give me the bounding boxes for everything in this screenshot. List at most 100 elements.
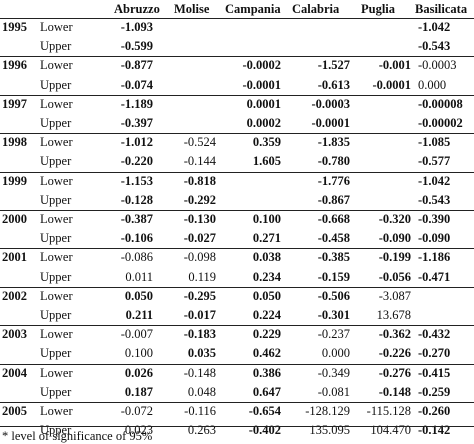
row-divider: [0, 94, 474, 96]
bound-label: Lower: [40, 288, 73, 303]
row-divider: [0, 133, 474, 135]
value-cell: -1.042: [418, 173, 451, 188]
value-cell: -0.458: [317, 231, 350, 246]
bound-label: Lower: [40, 212, 73, 226]
value-cell: -0.116: [184, 404, 216, 418]
value-cell: -0.397: [120, 116, 153, 130]
column-header: Molise: [174, 2, 210, 16]
value-cell: 0.462: [252, 346, 281, 361]
bound-label: Upper: [40, 116, 72, 130]
value-cell: -0.292: [183, 192, 216, 207]
value-cell: 0.224: [252, 308, 281, 322]
value-cell: -0.349: [317, 365, 350, 380]
value-cell: -0.668: [317, 212, 350, 226]
value-cell: 0.050: [252, 288, 281, 303]
value-cell: -1.042: [418, 20, 451, 34]
value-cell: -0.0003: [418, 58, 457, 73]
value-cell: -0.144: [183, 154, 216, 169]
value-cell: -0.017: [183, 308, 216, 322]
value-cell: -0.072: [120, 404, 153, 418]
bound-label: Upper: [40, 384, 72, 399]
bound-label: Lower: [40, 404, 73, 418]
bound-label: Upper: [40, 231, 72, 246]
bound-label: Upper: [40, 346, 72, 361]
value-cell: -0.0002: [242, 58, 281, 73]
value-cell: 0.035: [187, 346, 216, 361]
value-cell: -0.543: [418, 192, 451, 207]
value-cell: -0.362: [378, 327, 411, 342]
value-cell: -1.776: [317, 173, 350, 188]
value-cell: -0.128: [120, 192, 153, 207]
value-cell: -0.877: [120, 58, 153, 73]
value-cell: -0.0001: [372, 77, 411, 92]
value-cell: 0.647: [252, 384, 281, 399]
column-header: Campania: [225, 2, 281, 16]
value-cell: -0.090: [418, 231, 451, 246]
bound-label: Upper: [40, 39, 72, 54]
value-cell: 1.605: [252, 154, 281, 169]
value-cell: -0.106: [120, 231, 153, 246]
value-cell: -0.577: [418, 154, 451, 169]
value-cell: 0.0001: [246, 96, 281, 111]
row-divider: [0, 210, 474, 211]
value-cell: -0.098: [183, 250, 216, 265]
value-cell: -0.320: [378, 212, 411, 226]
value-cell: -0.270: [418, 346, 451, 361]
value-cell: -0.086: [120, 250, 153, 265]
row-divider: [0, 248, 474, 250]
value-cell: 0.050: [124, 288, 153, 303]
value-cell: -0.415: [418, 365, 451, 380]
value-cell: -0.237: [317, 327, 350, 342]
value-cell: 0.048: [187, 384, 216, 399]
value-cell: -0.199: [378, 250, 411, 265]
row-divider: [0, 171, 474, 173]
value-cell: -0.0001: [311, 116, 350, 130]
value-cell: -0.276: [378, 365, 411, 380]
value-cell: -0.090: [378, 231, 411, 246]
value-cell: 13.678: [376, 308, 411, 322]
value-cell: 0.119: [188, 269, 216, 284]
value-cell: -0.130: [183, 212, 216, 226]
value-cell: -1.093: [120, 20, 153, 34]
value-cell: 0.234: [252, 269, 281, 284]
value-cell: -0.818: [183, 173, 216, 188]
bound-label: Lower: [40, 58, 73, 73]
value-cell: -0.183: [183, 327, 216, 342]
value-cell: -0.390: [418, 212, 451, 226]
value-cell: -0.506: [317, 288, 350, 303]
value-cell: -1.085: [418, 135, 451, 150]
row-divider: [0, 363, 474, 365]
value-cell: -3.087: [378, 288, 411, 303]
value-cell: 0.271: [252, 231, 281, 246]
column-header: Puglia: [361, 2, 396, 16]
value-cell: -0.001: [378, 58, 411, 73]
bound-label: Lower: [40, 20, 73, 34]
value-cell: -0.613: [317, 77, 350, 92]
value-cell: -0.385: [317, 250, 350, 265]
value-cell: -0.387: [120, 212, 153, 226]
value-cell: -0.007: [120, 327, 153, 342]
value-cell: 0.0002: [246, 116, 281, 130]
bound-label: Upper: [40, 192, 72, 207]
value-cell: -1.012: [120, 135, 153, 150]
value-cell: -0.259: [418, 384, 451, 399]
value-cell: 0.187: [124, 384, 153, 399]
year-label: 1997: [2, 96, 27, 111]
value-cell: -1.186: [418, 250, 451, 265]
year-label: 1996: [2, 58, 27, 73]
value-cell: -0.432: [418, 327, 451, 342]
value-cell: -0.00002: [418, 116, 463, 130]
value-cell: -0.543: [418, 39, 451, 54]
row-divider: [0, 325, 474, 327]
value-cell: -0.056: [378, 269, 411, 284]
bound-label: Lower: [40, 327, 73, 342]
value-cell: -0.0003: [311, 96, 350, 111]
value-cell: -1.835: [317, 135, 350, 150]
value-cell: 0.100: [124, 346, 153, 361]
bound-label: Upper: [40, 308, 72, 322]
value-cell: -0.301: [317, 308, 350, 322]
value-cell: -0.867: [317, 192, 350, 207]
value-cell: 0.229: [252, 327, 281, 342]
value-cell: -1.527: [317, 58, 350, 73]
